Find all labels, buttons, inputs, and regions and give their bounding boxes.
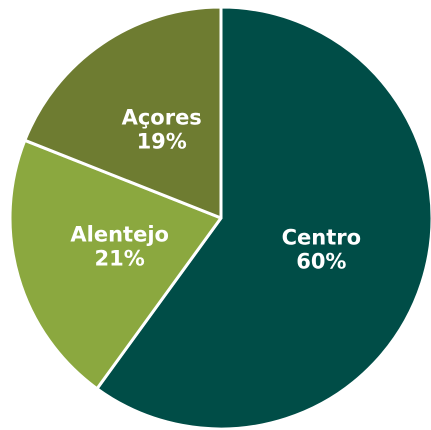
slice-label: Centro bbox=[282, 226, 361, 250]
value-label: 21% bbox=[95, 246, 145, 270]
pie-slice bbox=[8, 138, 223, 391]
value-label: 19% bbox=[137, 130, 187, 154]
value-label: 60% bbox=[296, 250, 346, 274]
pie-slice bbox=[23, 5, 223, 220]
slice-label: Alentejo bbox=[70, 222, 169, 246]
slice-label: Açores bbox=[122, 106, 202, 130]
pie-slice bbox=[95, 5, 431, 430]
